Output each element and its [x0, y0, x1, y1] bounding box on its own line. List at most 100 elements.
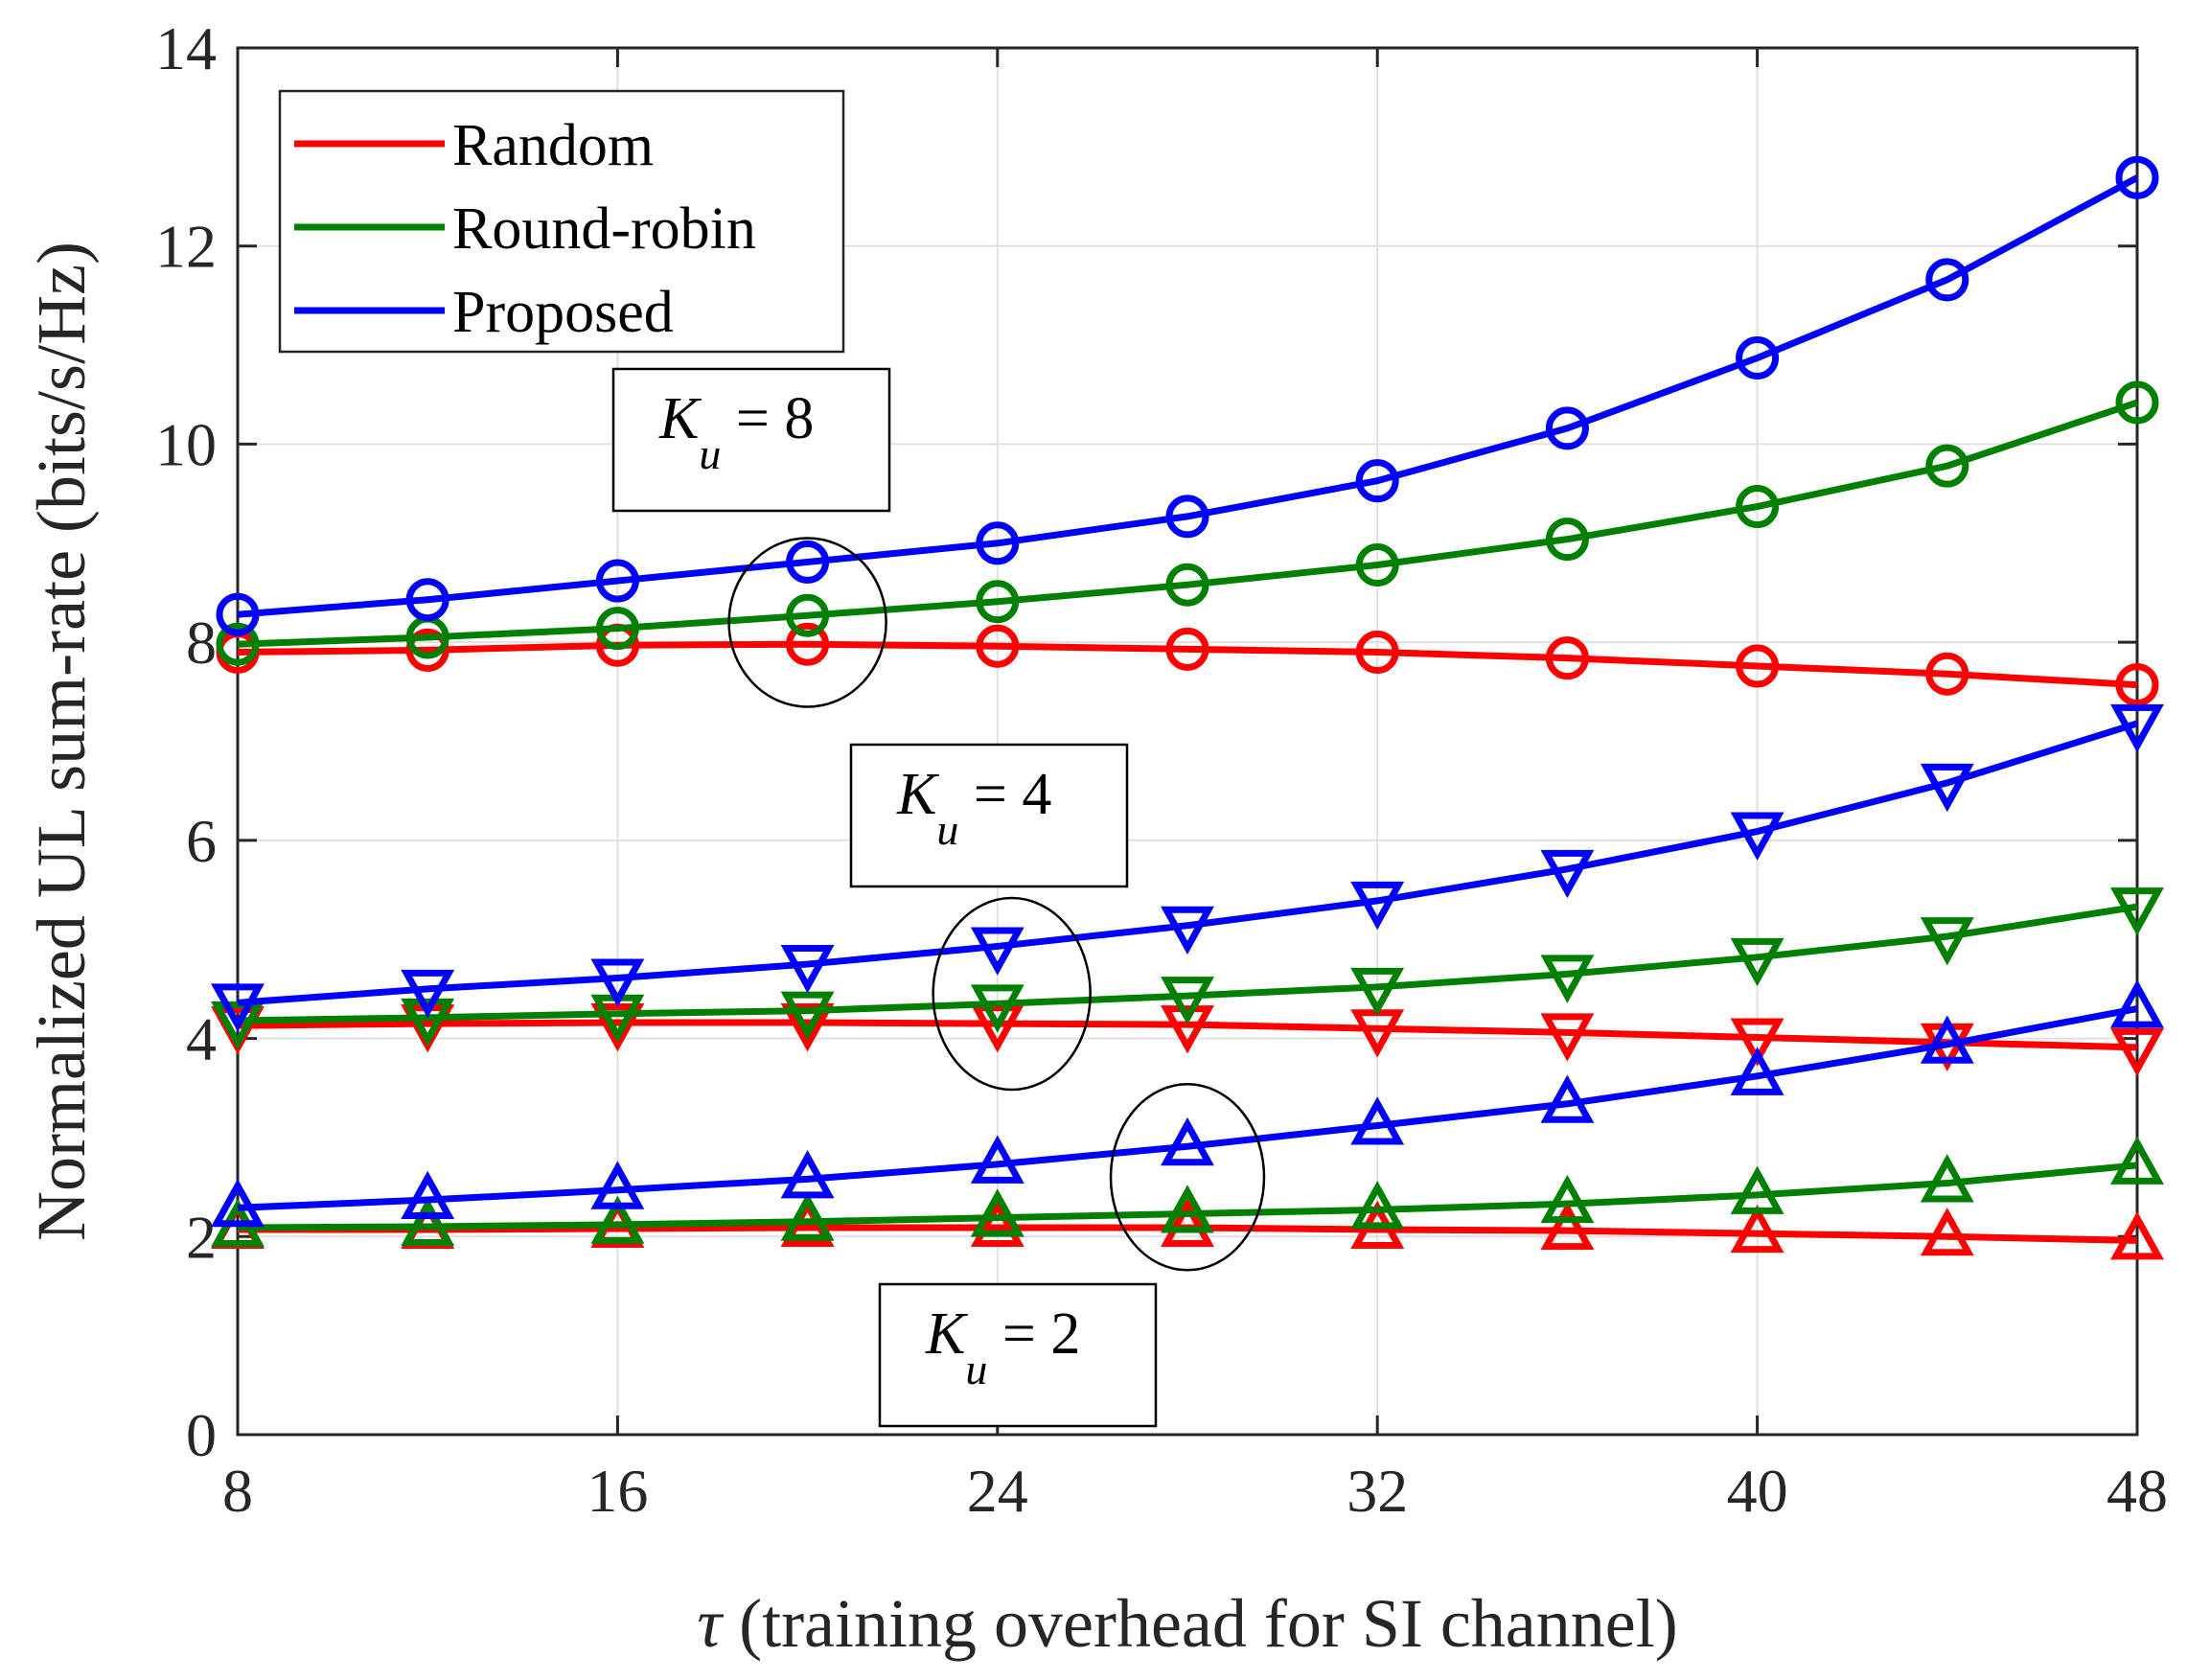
data-point-proposed-triangle-up-48	[2110, 979, 2164, 1028]
data-point-proposed-triangle-down-20	[780, 945, 835, 994]
y-axis-label: Normalized UL sum-rate (bits/s/Hz)	[23, 242, 100, 1241]
data-point-round-robin-circle-8	[216, 622, 260, 666]
y-tick-label-12: 12	[155, 213, 217, 281]
data-point-random-triangle-down-24	[970, 1004, 1024, 1053]
series-group-triangle-down	[211, 703, 2164, 1077]
y-tick-label-2: 2	[186, 1203, 217, 1271]
data-point-round-robin-triangle-down-20	[780, 991, 835, 1040]
data-point-round-robin-circle-40	[1736, 485, 1780, 529]
x-tick-label-48: 48	[2106, 1457, 2168, 1525]
data-point-random-circle-20	[786, 622, 830, 666]
data-point-proposed-circle-20	[786, 540, 830, 584]
data-point-random-circle-44	[1925, 652, 1969, 696]
data-point-round-robin-triangle-down-36	[1540, 955, 1595, 1003]
series-group-circle	[216, 155, 2159, 707]
data-point-proposed-circle-8	[216, 592, 260, 636]
y-tick-label-8: 8	[186, 609, 217, 677]
data-point-proposed-circle-36	[1545, 406, 1589, 450]
legend: Random Round-robin Proposed	[278, 89, 845, 354]
data-point-round-robin-circle-28	[1165, 563, 1209, 607]
data-point-proposed-circle-16	[595, 559, 639, 603]
data-point-random-triangle-up-36	[1540, 1201, 1595, 1251]
data-point-round-robin-circle-32	[1355, 543, 1399, 587]
data-point-round-robin-triangle-down-28	[1161, 977, 1214, 1025]
data-point-round-robin-triangle-down-44	[1920, 917, 1974, 966]
group-ellipse-triangle-down	[932, 896, 1092, 1092]
data-point-proposed-triangle-up-12	[401, 1170, 455, 1220]
data-point-random-triangle-down-36	[1540, 1013, 1595, 1062]
data-point-random-circle-40	[1736, 644, 1780, 688]
data-point-round-robin-circle-44	[1925, 444, 1969, 488]
data-point-proposed-triangle-down-32	[1350, 881, 1405, 931]
data-point-random-circle-48	[2115, 663, 2159, 707]
x-tick-label-32: 32	[1347, 1457, 1408, 1525]
legend-label-random: Random	[452, 113, 654, 178]
series-layer	[211, 155, 2164, 1260]
data-point-random-triangle-down-40	[1730, 1018, 1784, 1067]
series-line-proposed-circle	[237, 174, 2139, 618]
data-point-proposed-triangle-down-48	[2110, 703, 2164, 753]
y-tick-label-14: 14	[155, 14, 217, 82]
legend-label-proposed: Proposed	[452, 280, 674, 345]
data-point-proposed-triangle-up-8	[211, 1179, 265, 1228]
series-group-triangle-up	[211, 979, 2164, 1260]
data-point-random-circle-24	[976, 624, 1020, 668]
series-line-round-robin-triangle-down	[237, 903, 2138, 1024]
data-point-proposed-triangle-up-44	[1920, 1015, 1974, 1064]
data-point-proposed-circle-24	[976, 521, 1020, 565]
data-point-round-robin-triangle-up-20	[780, 1192, 835, 1241]
data-point-proposed-triangle-up-36	[1540, 1074, 1595, 1123]
x-tick-label-8: 8	[222, 1457, 253, 1525]
data-point-random-triangle-down-48	[2110, 1027, 2164, 1077]
data-point-round-robin-triangle-down-8	[211, 1001, 265, 1050]
data-point-round-robin-circle-16	[595, 607, 639, 651]
legend-label-round-robin: Round-robin	[452, 196, 756, 262]
data-point-proposed-triangle-down-36	[1540, 849, 1595, 899]
data-point-round-robin-triangle-up-32	[1350, 1181, 1405, 1230]
data-point-proposed-circle-40	[1736, 336, 1780, 380]
annotations: Ku = 8 Ku = 4 Ku = 2	[611, 367, 1266, 1428]
data-point-proposed-triangle-up-16	[590, 1161, 645, 1209]
data-point-round-robin-triangle-down-32	[1350, 967, 1405, 1017]
data-point-proposed-triangle-down-8	[211, 983, 265, 1032]
data-point-proposed-triangle-down-12	[401, 969, 455, 1019]
data-point-round-robin-triangle-down-12	[401, 998, 455, 1047]
group-label-box-circle	[611, 367, 891, 513]
series-line-round-robin-triangle-up	[237, 1162, 2138, 1231]
legend-box	[278, 89, 845, 354]
group-ellipse-triangle-up	[1109, 1083, 1266, 1272]
data-point-proposed-triangle-down-28	[1161, 906, 1214, 955]
data-point-proposed-triangle-up-32	[1350, 1096, 1405, 1145]
data-point-random-triangle-up-48	[2110, 1211, 2164, 1260]
group-label-triangle-down: Ku = 4	[896, 762, 1051, 854]
y-tick-label-10: 10	[155, 410, 217, 478]
x-tick-label-40: 40	[1727, 1457, 1788, 1525]
group-label-triangle-up: Ku = 2	[925, 1301, 1080, 1393]
data-point-proposed-triangle-up-28	[1161, 1116, 1214, 1166]
data-point-round-robin-circle-36	[1545, 518, 1589, 562]
data-point-round-robin-triangle-up-40	[1730, 1165, 1784, 1214]
group-label-box-triangle-down	[849, 743, 1129, 888]
data-point-random-triangle-up-44	[1920, 1207, 1974, 1256]
data-point-random-circle-36	[1545, 636, 1589, 680]
data-point-random-circle-12	[405, 628, 449, 672]
data-point-round-robin-triangle-up-24	[970, 1188, 1024, 1237]
data-point-proposed-triangle-down-44	[1920, 763, 1974, 813]
data-point-random-triangle-up-40	[1730, 1204, 1784, 1254]
y-tick-label-6: 6	[186, 807, 217, 875]
data-point-proposed-triangle-down-40	[1730, 812, 1784, 861]
x-axis-label: τ (training overhead for SI channel)	[697, 1585, 1677, 1662]
y-tick-label-4: 4	[186, 1005, 217, 1073]
data-point-round-robin-triangle-up-28	[1161, 1185, 1214, 1233]
series-line-random-circle	[237, 640, 2138, 689]
data-point-random-circle-32	[1355, 630, 1399, 674]
data-point-round-robin-circle-20	[786, 593, 830, 637]
data-point-round-robin-triangle-up-48	[2110, 1136, 2164, 1185]
data-point-random-triangle-up-28	[1161, 1198, 1214, 1247]
series-line-round-robin-circle	[237, 399, 2139, 648]
data-point-random-triangle-down-28	[1161, 1005, 1214, 1054]
data-point-round-robin-triangle-up-12	[401, 1197, 455, 1246]
data-point-proposed-circle-32	[1355, 459, 1399, 503]
data-point-random-triangle-down-20	[780, 1003, 835, 1052]
data-point-proposed-triangle-down-24	[970, 927, 1024, 976]
